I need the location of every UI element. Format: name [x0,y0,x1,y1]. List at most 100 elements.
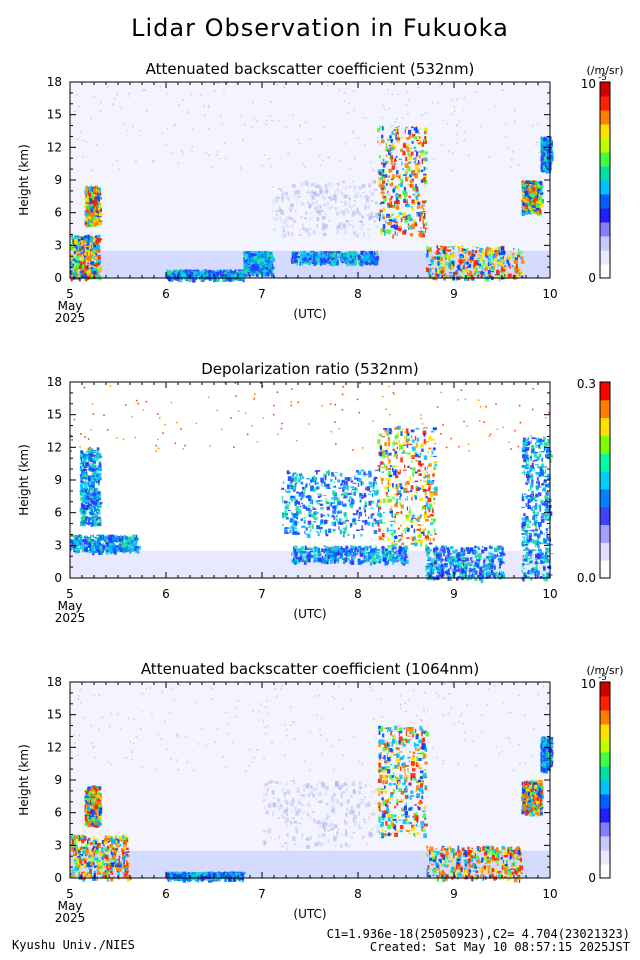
noise-dot [245,682,247,684]
noise-dot [394,121,397,123]
noise-dot [161,690,164,693]
noise-dot [290,724,292,726]
noise-dot [248,764,250,767]
noise-dot [514,429,516,432]
noise-dot [304,166,306,168]
noise-dot [405,710,407,713]
noise-dot [251,425,253,427]
noise-dot [385,408,387,411]
aerosol-feature [377,125,429,239]
noise-dot [330,430,333,433]
noise-dot [94,756,97,759]
noise-dot [357,137,359,139]
aerosol-feature [377,725,429,839]
aerosol-feature [540,136,554,174]
noise-dot [130,758,133,761]
backscatter-1064-panel: Attenuated backscatter coefficient (1064… [17,660,623,925]
x-tick-label: 5 [66,587,74,601]
noise-dot [216,728,219,730]
aerosol-feature [521,436,554,582]
noise-dot [451,683,454,685]
calibration-label: C1=1.936e-18(25050923),C2= 4.704(2302132… [326,927,630,941]
noise-dot [253,398,256,400]
noise-dot [346,112,349,114]
noise-dot [135,399,138,402]
noise-dot [328,156,330,159]
noise-dot [395,118,398,120]
noise-dot [505,122,507,125]
noise-dot [177,769,180,771]
noise-dot [158,417,161,419]
x-tick-label: 8 [354,287,362,301]
page-title: Lidar Observation in Fukuoka [131,14,509,42]
noise-dot [458,445,460,448]
noise-dot [330,745,333,747]
x-tick-label: 7 [258,587,266,601]
noise-dot [260,703,262,705]
noise-dot [427,709,429,711]
noise-dot [420,720,423,722]
noise-dot [353,132,355,134]
noise-dot [261,164,264,167]
noise-dot [135,160,137,162]
noise-dot [108,726,111,728]
noise-dot [436,406,439,408]
noise-dot [252,101,254,103]
noise-dot [358,760,361,763]
noise-dot [442,143,444,145]
noise-dot [184,444,186,447]
x-axis-label: (UTC) [293,907,326,921]
noise-dot [214,90,216,92]
noise-dot [382,105,385,107]
noise-dot [548,411,550,414]
y-axis-label: Height (km) [17,744,31,815]
noise-dot [141,711,143,713]
noise-dot [128,92,130,95]
noise-dot [507,711,510,714]
noise-dot [416,714,418,717]
noise-dot [93,695,95,697]
noise-dot [399,707,402,710]
noise-dot [388,107,391,110]
noise-dot [133,718,136,721]
noise-dot [403,142,406,144]
noise-dot [165,143,168,145]
y-tick-label: 15 [47,408,62,422]
noise-dot [223,142,226,144]
noise-dot [237,410,240,412]
noise-dot [160,738,162,740]
noise-dot [308,769,311,771]
noise-dot [545,417,547,419]
noise-dot [451,98,453,101]
noise-dot [254,393,256,395]
noise-dot [111,164,113,166]
noise-dot [372,168,374,171]
noise-dot [192,769,195,771]
noise-dot [107,85,109,88]
noise-dot [421,423,424,425]
noise-dot [280,427,283,430]
noise-dot [71,439,73,441]
noise-dot [358,411,361,414]
noise-dot [487,688,490,690]
noise-dot [373,169,376,172]
noise-dot [166,748,169,750]
x-tick-label: 7 [258,287,266,301]
y-tick-label: 6 [54,806,62,820]
noise-dot [489,433,492,436]
noise-dot [184,735,187,738]
noise-dot [463,139,466,142]
noise-dot [141,693,144,695]
noise-dot [226,723,229,726]
noise-dot [392,125,395,127]
noise-dot [361,763,364,766]
noise-dot [439,84,441,87]
noise-dot [110,763,112,766]
noise-dot [456,124,459,127]
noise-dot [464,398,467,401]
x-tick-label: 10 [542,287,557,301]
noise-dot [122,438,125,440]
noise-dot [439,144,442,147]
noise-dot [144,89,146,92]
noise-dot [503,702,505,705]
